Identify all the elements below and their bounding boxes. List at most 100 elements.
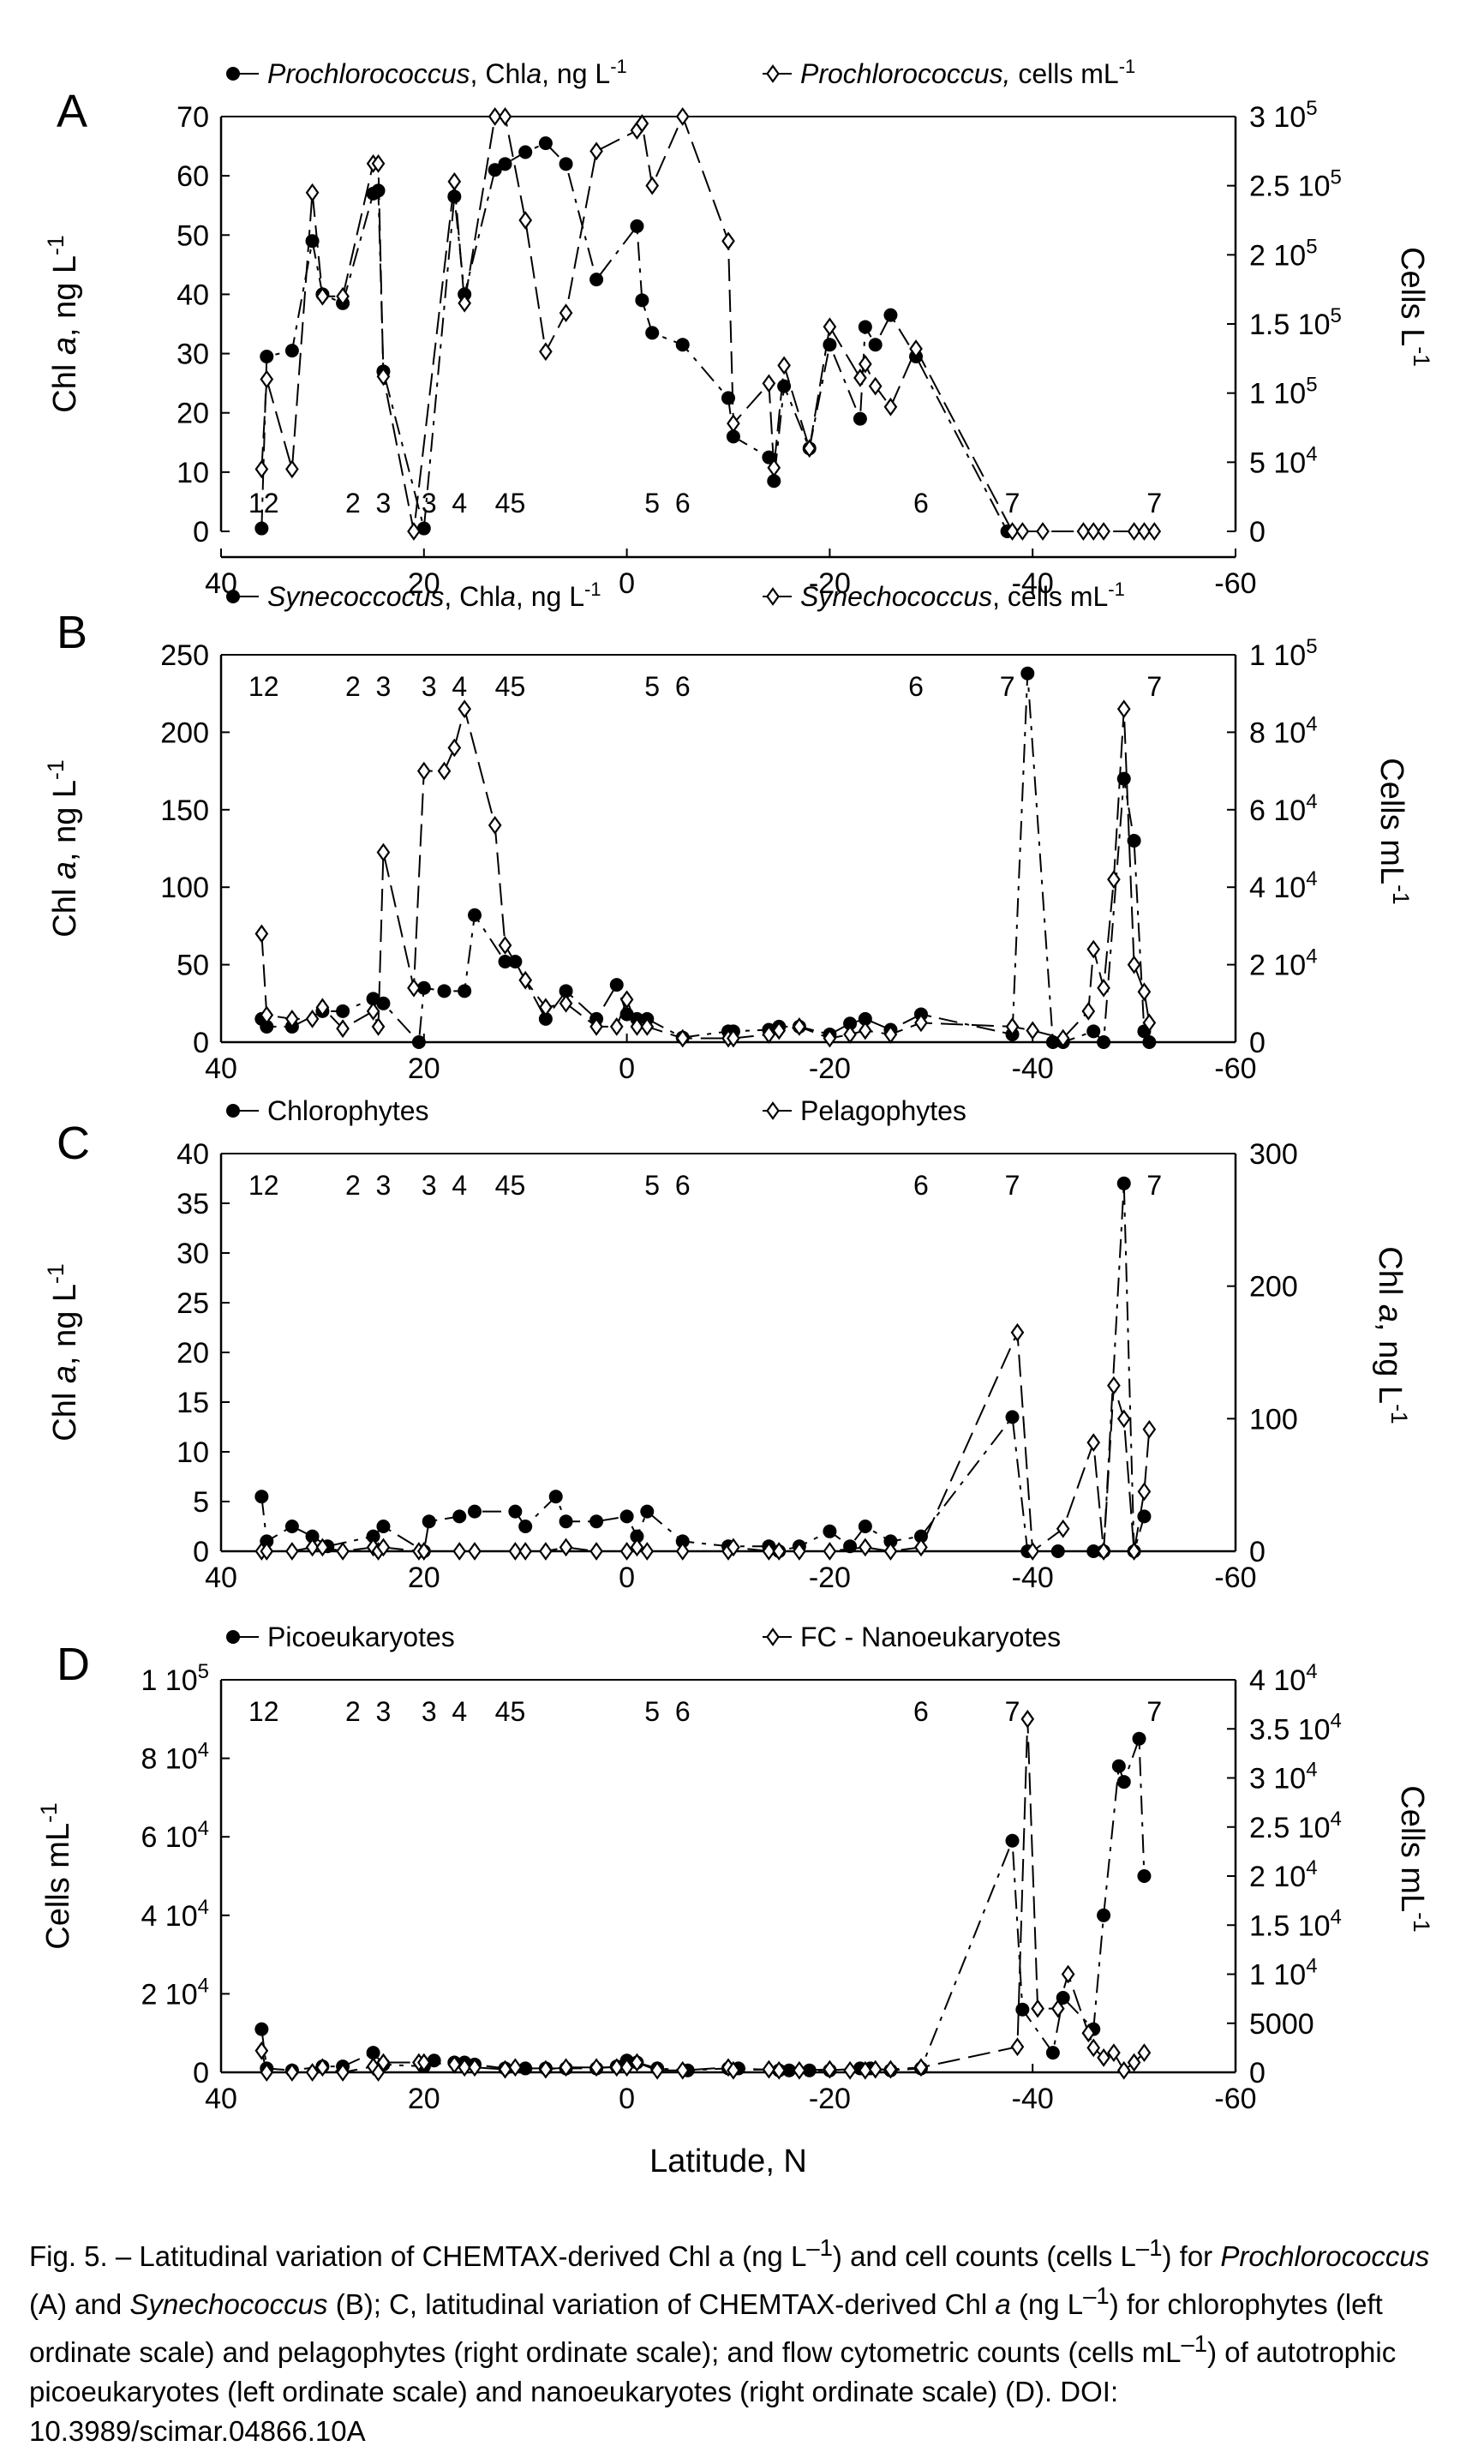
data-point (305, 1009, 320, 1028)
series-line (260, 141, 1008, 532)
legend-marker-open (766, 1628, 780, 1646)
data-point (675, 1028, 690, 1048)
right-tick-label: 2 104 (1249, 1856, 1318, 1893)
x-tick-label: -40 (1012, 567, 1054, 600)
data-point (630, 1529, 644, 1544)
station-label: 6 (675, 1170, 691, 1201)
series-filled (254, 1731, 1152, 2077)
data-point (589, 2058, 603, 2077)
station-label: 6 (913, 488, 929, 519)
data-point (883, 1025, 898, 1044)
data-point (518, 211, 533, 230)
data-point (802, 439, 817, 459)
left-tick-label: 4 104 (141, 1896, 209, 1933)
data-point (1132, 1731, 1146, 1746)
data-point (315, 2058, 330, 2077)
data-point (859, 1538, 872, 1557)
x-tick-label: 40 (205, 2083, 237, 2115)
data-point (336, 1004, 350, 1018)
series-line (260, 705, 1151, 1040)
data-point (336, 2063, 350, 2082)
left-tick-label: 10 (177, 457, 209, 489)
station-label: 45 (495, 488, 526, 519)
data-point (1127, 2053, 1141, 2072)
caption-sup: –1 (1135, 2234, 1163, 2261)
left-tick-label: 150 (160, 794, 209, 827)
left-tick-label: 20 (177, 1337, 209, 1370)
data-point (1020, 1709, 1035, 1729)
panel-letter: A (57, 86, 87, 137)
data-point (640, 1504, 655, 1519)
data-point (315, 998, 330, 1017)
data-point (1081, 2023, 1096, 2043)
right-axis-title: Cells L-1 (1394, 247, 1434, 367)
data-point (1097, 1542, 1110, 1561)
station-label: 3 (376, 1696, 392, 1727)
x-tick-label: -40 (1012, 2083, 1054, 2115)
data-point (254, 521, 269, 536)
data-point (619, 1509, 634, 1524)
data-point (883, 1534, 898, 1549)
data-point (609, 1017, 624, 1036)
panel-letter: C (57, 1118, 90, 1169)
legend-entry: Chlorophytes (267, 1095, 429, 1126)
series-line (260, 1718, 1146, 2074)
data-point (498, 2059, 512, 2079)
data-point (1061, 1964, 1075, 1984)
data-point (1026, 1542, 1040, 1561)
data-point (630, 1017, 644, 1036)
left-axis-title: Chl a, ng L-1 (43, 1263, 83, 1441)
legend-entry: Prochlorococcus, Chla, ng L-1 (267, 56, 627, 89)
data-point (458, 699, 471, 719)
x-tick-label: -20 (809, 2083, 851, 2115)
data-point (793, 2060, 806, 2080)
data-point (427, 2053, 441, 2068)
data-point (366, 2046, 380, 2060)
right-tick-label: 6 104 (1249, 790, 1318, 827)
data-point (1086, 1433, 1101, 1453)
data-point (823, 2059, 837, 2079)
caption-text: ) and cell counts (cells L (832, 2240, 1136, 2272)
left-tick-label: 10 (177, 1436, 209, 1469)
data-point (859, 354, 872, 374)
data-point (1086, 522, 1101, 541)
data-point (305, 1538, 320, 1557)
data-point (727, 414, 740, 434)
data-point (868, 376, 883, 396)
data-point (619, 990, 634, 1010)
data-point (823, 1542, 837, 1561)
data-point (823, 1524, 837, 1538)
data-point (1097, 1035, 1111, 1049)
data-point (868, 2059, 883, 2079)
right-tick-label: 4 104 (1249, 867, 1318, 904)
data-point (589, 1017, 603, 1036)
data-point (772, 1021, 787, 1040)
data-point (635, 293, 649, 308)
left-tick-label: 0 (193, 2057, 209, 2089)
data-point (635, 114, 649, 133)
data-point (1086, 1544, 1101, 1558)
data-point (645, 176, 660, 195)
data-point (559, 1514, 573, 1529)
data-point (498, 157, 512, 171)
data-point (305, 183, 320, 202)
right-tick-label: 5000 (1249, 2008, 1314, 2041)
data-point (1020, 666, 1035, 680)
data-point (914, 2058, 928, 2077)
x-tick-label: -60 (1214, 567, 1256, 600)
data-point (858, 320, 872, 334)
data-point (437, 761, 452, 781)
x-tick-label: 20 (408, 567, 440, 600)
data-point (1127, 955, 1141, 974)
data-point (675, 107, 690, 126)
data-point (518, 1542, 533, 1561)
left-tick-label: 5 (193, 1486, 209, 1519)
data-point (1127, 522, 1141, 541)
data-point (843, 1539, 858, 1554)
data-point (853, 369, 867, 387)
data-point (1050, 1544, 1065, 1558)
data-point (868, 338, 883, 352)
series-line (261, 1332, 1151, 1553)
